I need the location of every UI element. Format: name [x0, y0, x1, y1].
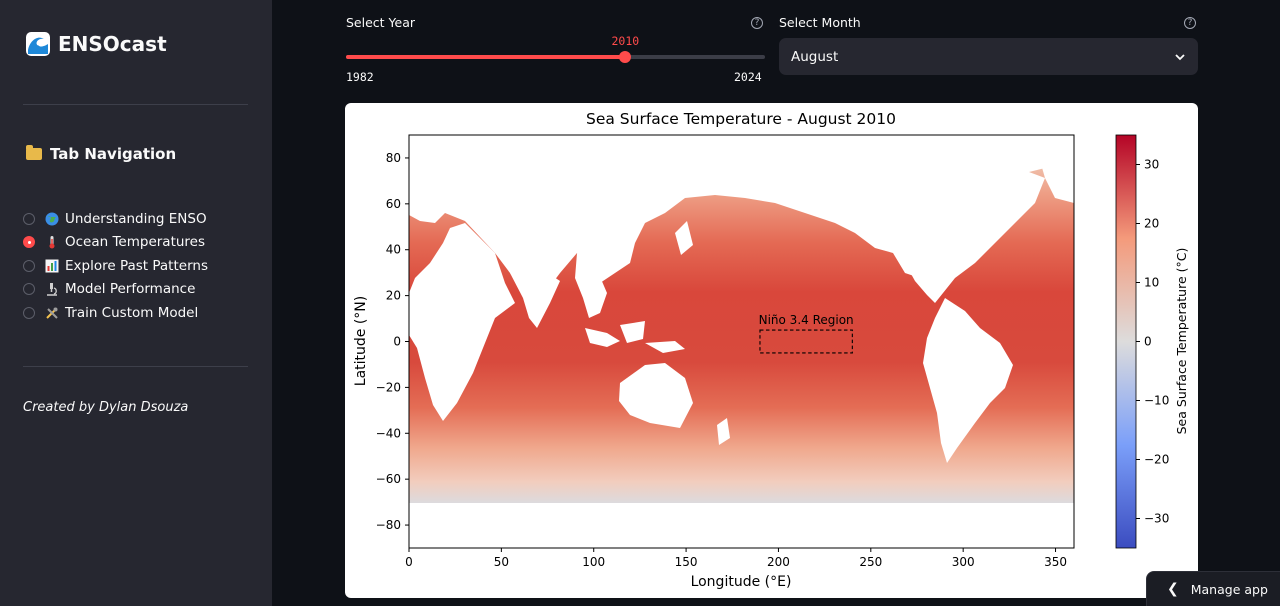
help-icon[interactable]: ?	[1184, 17, 1196, 29]
y-tick-label: 60	[386, 197, 401, 211]
nav-radio-group: Understanding ENSO Ocean Temperatures Ex…	[23, 207, 208, 325]
x-tick-label: 350	[1044, 555, 1067, 569]
tools-icon	[45, 306, 59, 320]
x-tick-label: 200	[767, 555, 790, 569]
y-tick-label: −80	[376, 518, 401, 532]
x-tick-label: 100	[582, 555, 605, 569]
x-tick-label: 250	[859, 555, 882, 569]
x-tick-label: 300	[952, 555, 975, 569]
author-credit: Created by Dylan Dsouza	[23, 400, 189, 415]
colorbar-tick-label: 10	[1144, 276, 1159, 290]
radio-button[interactable]	[23, 212, 35, 225]
manage-app-label: Manage app	[1190, 581, 1268, 597]
year-slider-min: 1982	[346, 70, 374, 84]
chevron-left-icon: ❮	[1167, 581, 1179, 597]
app-title: ENSOcast	[58, 32, 167, 56]
colorbar-ticks: 30 20 10 0 −10 −20 −30	[1136, 158, 1169, 526]
nav-item-label: Model Performance	[65, 281, 196, 298]
colorbar-tick-label: 20	[1144, 217, 1159, 231]
month-select-label: Select Month	[779, 15, 861, 30]
nav-item-label: Understanding ENSO	[65, 210, 207, 227]
colorbar-tick-label: 0	[1144, 335, 1152, 349]
microscope-icon	[45, 282, 59, 296]
nav-item-explore-past-patterns[interactable]: Explore Past Patterns	[23, 254, 208, 278]
wave-logo-icon	[26, 32, 50, 56]
help-icon[interactable]: ?	[751, 17, 763, 29]
y-tick-label: −20	[376, 380, 401, 394]
y-tick-label: 40	[386, 243, 401, 257]
sidebar: ENSOcast Tab Navigation Understanding EN…	[0, 0, 272, 606]
colorbar	[1115, 134, 1137, 549]
colorbar-tick-label: −30	[1144, 512, 1169, 526]
month-select[interactable]: August	[779, 38, 1198, 75]
sidebar-divider	[23, 366, 248, 367]
sidebar-divider	[23, 104, 248, 105]
bar-chart-icon	[45, 259, 59, 273]
month-select-value: August	[791, 48, 839, 65]
nino34-region-label: Niño 3.4 Region	[759, 313, 854, 327]
nav-item-ocean-temperatures[interactable]: Ocean Temperatures	[23, 231, 208, 255]
chart-title: Sea Surface Temperature - August 2010	[586, 110, 896, 128]
x-tick-label: 50	[494, 555, 509, 569]
y-tick-label: 80	[386, 151, 401, 165]
year-slider[interactable]: 2010	[346, 34, 765, 63]
nav-item-label: Train Custom Model	[65, 304, 199, 321]
year-slider-max: 2024	[734, 70, 762, 84]
y-axis-label: Latitude (°N)	[353, 296, 369, 386]
x-axis-label: Longitude (°E)	[691, 574, 792, 590]
colorbar-tick-label: −10	[1144, 394, 1169, 408]
y-tick-label: 20	[386, 289, 401, 303]
land-masses	[409, 135, 1074, 548]
radio-button[interactable]	[23, 283, 35, 296]
x-axis-ticks: 0 50 100 150 200 250 300 350	[405, 548, 1067, 569]
nav-item-train-custom-model[interactable]: Train Custom Model	[23, 301, 208, 325]
nav-title-label: Tab Navigation	[50, 145, 177, 163]
year-slider-label: Select Year	[346, 15, 416, 30]
sst-map-figure: Sea Surface Temperature - August 2010	[345, 103, 1198, 598]
manage-app-button[interactable]: ❮ Manage app	[1146, 571, 1280, 606]
radio-button[interactable]	[23, 306, 35, 319]
nav-title: Tab Navigation	[26, 145, 176, 163]
year-slider-fill	[346, 55, 626, 59]
colorbar-tick-label: 30	[1144, 158, 1159, 172]
year-slider-value: 2010	[611, 34, 640, 48]
thermometer-icon	[45, 235, 59, 249]
sst-heatmap: Niño 3.4 Region	[409, 135, 1074, 548]
y-tick-label: −60	[376, 472, 401, 486]
x-tick-label: 0	[405, 555, 413, 569]
chevron-down-icon	[1175, 53, 1185, 60]
colorbar-label: Sea Surface Temperature (°C)	[1174, 248, 1189, 435]
radio-button[interactable]	[23, 259, 35, 272]
y-tick-label: 0	[393, 335, 401, 349]
y-axis-ticks: 80 60 40 20 0 −20 −40 −60 −80	[376, 151, 409, 532]
globe-icon	[45, 212, 59, 226]
brand: ENSOcast	[26, 32, 167, 56]
radio-button-selected[interactable]	[23, 236, 35, 249]
year-slider-thumb[interactable]	[619, 51, 632, 63]
y-tick-label: −40	[376, 426, 401, 440]
nino34-region-box	[759, 329, 853, 354]
nav-item-understanding-enso[interactable]: Understanding ENSO	[23, 207, 208, 231]
folder-icon	[26, 145, 42, 160]
nav-item-label: Explore Past Patterns	[65, 257, 208, 274]
colorbar-tick-label: −20	[1144, 453, 1169, 467]
nav-item-model-performance[interactable]: Model Performance	[23, 278, 208, 302]
x-tick-label: 150	[675, 555, 698, 569]
nav-item-label: Ocean Temperatures	[65, 234, 206, 251]
